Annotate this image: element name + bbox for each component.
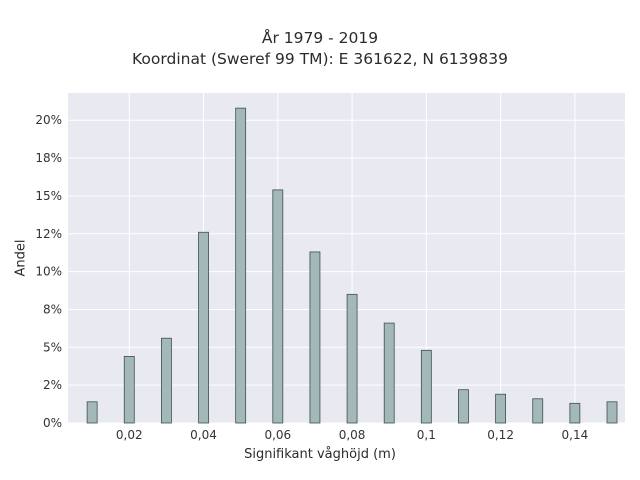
chart-title-line-2: Koordinat (Sweref 99 TM): E 361622, N 61… [132,50,508,68]
histogram-bar [86,401,98,424]
x-tick-label: 0,02 [116,428,143,442]
y-axis-label: Andel [13,239,29,277]
histogram-bar [532,398,544,424]
histogram-bar [569,402,581,424]
histogram-bar [309,251,321,424]
histogram-bar [272,189,284,424]
y-tick-label: 10% [35,265,62,279]
y-axis-ticks: 0% 2% 5% 8% 10% 12% 15% 18% 20% [35,113,62,430]
y-tick-label: 8% [43,302,62,316]
y-tick-label: 12% [35,227,62,241]
x-tick-label: 0,1 [417,428,436,442]
histogram-bar [606,401,618,424]
x-tick-label: 0,04 [190,428,217,442]
histogram-bar [346,293,358,424]
x-tick-label: 0,12 [487,428,514,442]
x-tick-label: 0,06 [264,428,291,442]
histogram-bar [161,337,172,424]
bars [86,107,618,424]
y-tick-label: 2% [43,378,62,392]
histogram-bar [198,231,209,424]
x-axis-ticks: 0,02 0,04 0,06 0,08 0,1 0,12 0,14 [116,428,588,442]
histogram-bar [420,349,432,424]
chart-title-line-1: År 1979 - 2019 [261,29,379,47]
histogram-bar [458,389,469,424]
y-tick-label: 5% [43,340,62,354]
x-axis-label: Signifikant våghöjd (m) [244,447,396,462]
histogram-bar [495,393,507,424]
x-tick-label: 0,14 [562,428,589,442]
y-tick-label: 15% [35,189,62,203]
histogram-bar [123,355,135,424]
y-tick-label: 18% [35,151,62,165]
x-tick-label: 0,08 [339,428,366,442]
y-tick-label: 0% [43,416,62,430]
histogram-bar [235,107,247,424]
y-tick-label: 20% [35,113,62,127]
histogram-bar [383,322,395,424]
plot-area [68,93,625,423]
